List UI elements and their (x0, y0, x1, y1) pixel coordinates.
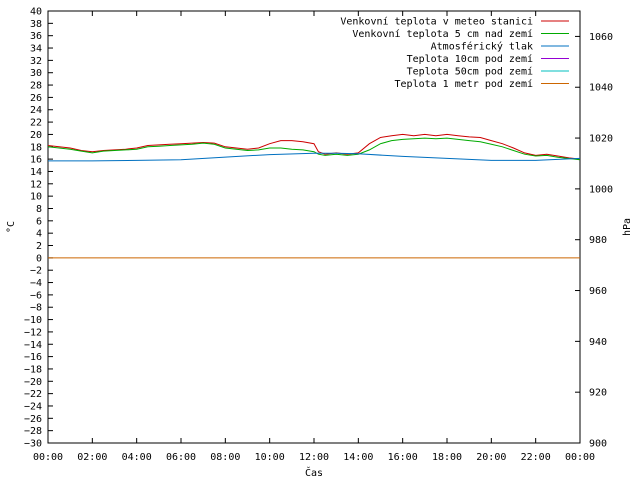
y-tick-label: 26 (30, 93, 42, 104)
y-axis-ticks: 4038363432302826242220181614121086420−2−… (24, 7, 53, 450)
y-tick-label: −22 (24, 389, 42, 400)
y-tick-label: 16 (30, 155, 42, 166)
y2-tick-label: 980 (589, 235, 607, 246)
legend-label-6: Teplota 1 metr pod zemí (395, 78, 533, 90)
x-tick-label: 04:00 (122, 452, 152, 463)
y-tick-label: −14 (24, 340, 42, 351)
x-tick-label: 22:00 (521, 452, 551, 463)
legend-label-1: Venkovní teplota v meteo stanici (340, 16, 533, 28)
y-tick-label: −6 (30, 290, 42, 301)
y-tick-label: −30 (24, 439, 42, 450)
y-tick-label: 12 (30, 179, 42, 190)
y-tick-label: −2 (30, 266, 42, 277)
y-tick-label: 20 (30, 130, 42, 141)
legend-label-2: Venkovní teplota 5 cm nad zemí (352, 28, 533, 40)
y-tick-label: 34 (30, 44, 42, 55)
y2-tick-label: 920 (589, 388, 607, 399)
y-tick-label: 24 (30, 105, 42, 116)
y-tick-label: −20 (24, 377, 42, 388)
y-tick-label: 28 (30, 81, 42, 92)
y-axis-label: °C (6, 221, 17, 233)
x-tick-label: 02:00 (77, 452, 107, 463)
y2-tick-label: 1000 (589, 184, 613, 195)
legend-label-4: Teplota 10cm pod zemí (407, 53, 533, 65)
x-tick-label: 18:00 (432, 452, 462, 463)
y2-tick-label: 1020 (589, 134, 613, 145)
y-tick-label: −24 (24, 401, 42, 412)
y2-tick-label: 960 (589, 286, 607, 297)
y2-tick-label: 1040 (589, 83, 613, 94)
y2-tick-label: 940 (589, 337, 607, 348)
y-tick-label: −26 (24, 414, 42, 425)
y-tick-label: 36 (30, 31, 42, 42)
x-tick-label: 14:00 (343, 452, 373, 463)
y2-tick-label: 1060 (589, 32, 613, 43)
x-axis-ticks: 00:00 02:00 04:00 06:00 08:00 10:00 12:00 14:00… (33, 11, 595, 463)
x-tick-label: 06:00 (166, 452, 196, 463)
y-tick-label: −16 (24, 352, 42, 363)
y-tick-label: 18 (30, 142, 42, 153)
y-tick-label: −8 (30, 303, 42, 314)
legend: Venkovní teplota v meteo staniciVenkovní… (340, 16, 569, 90)
x-tick-label: 20:00 (476, 452, 506, 463)
y-tick-label: −28 (24, 426, 42, 437)
y-tick-label: −12 (24, 327, 42, 338)
x-tick-label: 00:00 (33, 452, 63, 463)
series-lines (47, 133, 581, 259)
x-tick-label: 12:00 (299, 452, 329, 463)
y-tick-label: 14 (30, 167, 42, 178)
y-tick-label: 2 (36, 241, 42, 252)
y-tick-label: 0 (36, 253, 42, 264)
y-tick-label: 6 (36, 216, 42, 227)
y-tick-label: 8 (36, 204, 42, 215)
x-tick-label: 00:00 (565, 452, 595, 463)
y2-axis-ticks: 1060 1040 1020 1000 980 960 940 920 900 (575, 32, 613, 450)
y-tick-label: 30 (30, 68, 42, 79)
y-tick-label: 38 (30, 19, 42, 30)
y2-tick-label: 900 (589, 439, 607, 450)
y-tick-label: 32 (30, 56, 42, 67)
y-tick-label: −18 (24, 364, 42, 375)
y-tick-label: 4 (36, 229, 42, 240)
y-tick-label: 10 (30, 192, 42, 203)
x-tick-label: 08:00 (210, 452, 240, 463)
x-tick-label: 16:00 (388, 452, 418, 463)
y-tick-label: −10 (24, 315, 42, 326)
y-tick-label: −4 (30, 278, 42, 289)
y2-axis-label: hPa (622, 218, 633, 236)
y-tick-label: 22 (30, 118, 42, 129)
x-tick-label: 10:00 (255, 452, 285, 463)
legend-label-3: Atmosférický tlak (431, 41, 533, 53)
series-line-1 (47, 133, 581, 160)
legend-label-5: Teplota 50cm pod zemí (407, 66, 533, 78)
series-line-3 (48, 152, 581, 162)
x-axis-label: Čas (305, 466, 323, 479)
y-tick-label: 40 (30, 7, 42, 18)
